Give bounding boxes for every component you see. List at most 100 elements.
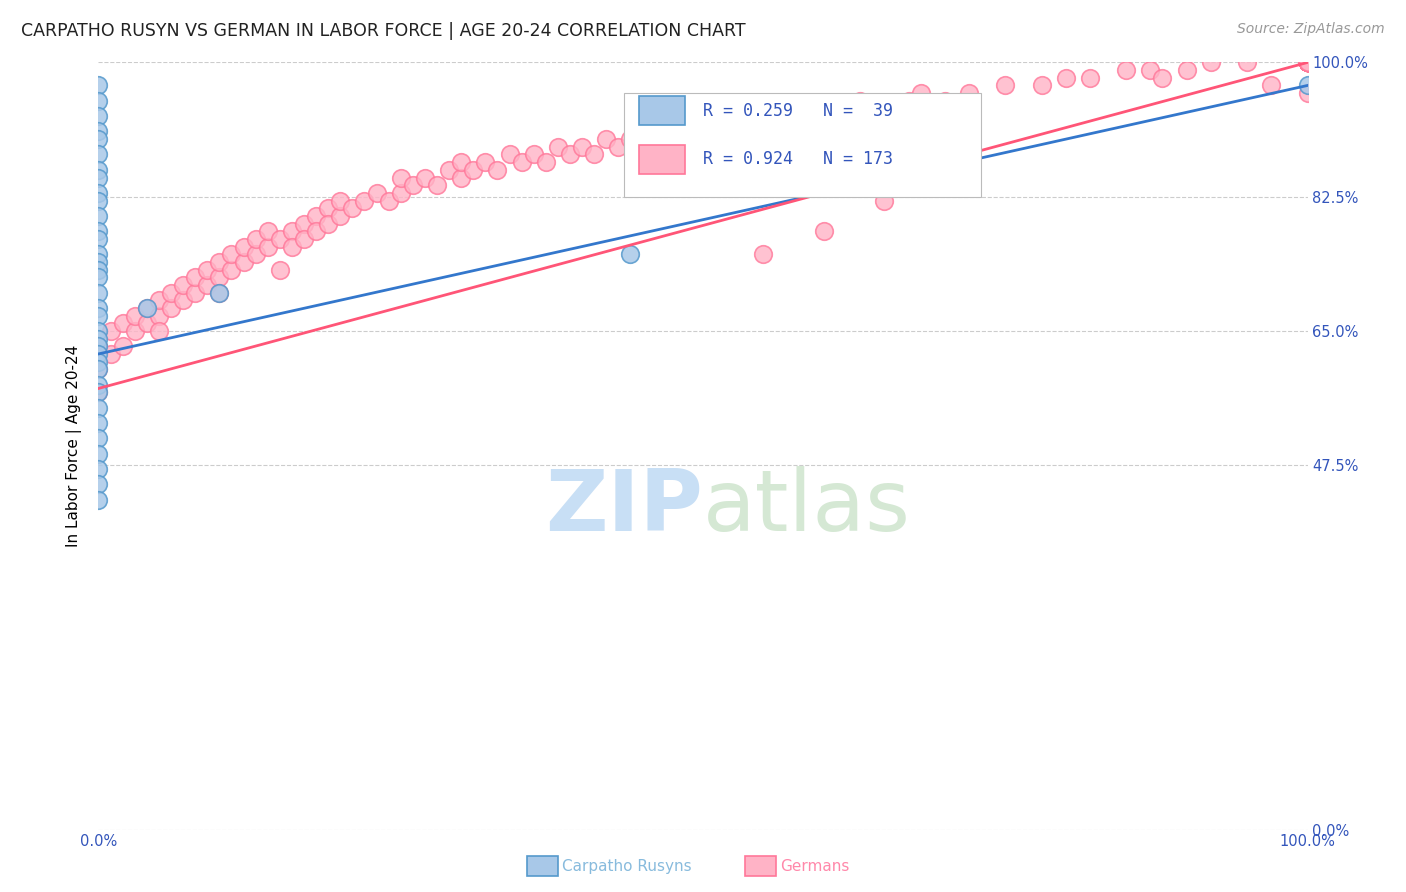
- Point: [1296, 55, 1319, 70]
- Point: [1296, 55, 1319, 70]
- Point: [849, 94, 872, 108]
- Point: [752, 117, 775, 131]
- Point: [655, 132, 678, 146]
- Point: [873, 102, 896, 116]
- Text: Source: ZipAtlas.com: Source: ZipAtlas.com: [1237, 22, 1385, 37]
- Point: [1296, 55, 1319, 70]
- Point: [87, 194, 110, 208]
- Point: [463, 162, 485, 177]
- Point: [292, 217, 315, 231]
- Point: [87, 462, 110, 476]
- Point: [208, 270, 231, 285]
- Point: [1260, 78, 1282, 93]
- Point: [172, 277, 194, 292]
- Point: [668, 124, 690, 138]
- Point: [510, 155, 533, 169]
- Point: [534, 155, 557, 169]
- Point: [1296, 55, 1319, 70]
- Point: [1296, 55, 1319, 70]
- Point: [208, 255, 231, 269]
- Point: [1296, 55, 1319, 70]
- FancyBboxPatch shape: [638, 145, 685, 174]
- Point: [571, 140, 593, 154]
- Point: [873, 194, 896, 208]
- Point: [87, 401, 110, 415]
- Point: [957, 86, 980, 100]
- Point: [1296, 55, 1319, 70]
- Point: [87, 170, 110, 185]
- Point: [1296, 55, 1319, 70]
- Point: [1199, 55, 1222, 70]
- Point: [813, 109, 835, 123]
- Point: [450, 170, 472, 185]
- Point: [208, 285, 231, 300]
- Point: [1296, 55, 1319, 70]
- Point: [269, 262, 291, 277]
- Point: [269, 232, 291, 246]
- Point: [1054, 70, 1077, 85]
- Point: [1296, 55, 1319, 70]
- Point: [87, 162, 110, 177]
- Point: [87, 354, 110, 368]
- Point: [1296, 55, 1319, 70]
- Point: [1296, 55, 1319, 70]
- Point: [100, 324, 122, 338]
- Point: [897, 94, 920, 108]
- Point: [87, 94, 110, 108]
- Point: [87, 147, 110, 161]
- Point: [837, 102, 859, 116]
- Point: [1296, 55, 1319, 70]
- Y-axis label: In Labor Force | Age 20-24: In Labor Force | Age 20-24: [66, 345, 83, 547]
- Point: [232, 255, 254, 269]
- Point: [498, 147, 520, 161]
- Point: [1296, 55, 1319, 70]
- Point: [316, 201, 339, 215]
- Text: R = 0.259   N =  39: R = 0.259 N = 39: [703, 102, 893, 120]
- Point: [256, 239, 278, 253]
- FancyBboxPatch shape: [624, 93, 981, 197]
- Point: [1296, 55, 1319, 70]
- Point: [1296, 55, 1319, 70]
- Point: [281, 239, 304, 253]
- Point: [474, 155, 496, 169]
- Point: [558, 147, 581, 161]
- Point: [1296, 55, 1319, 70]
- Point: [87, 124, 110, 138]
- Point: [87, 285, 110, 300]
- Point: [1296, 55, 1319, 70]
- Point: [1296, 55, 1319, 70]
- Point: [87, 270, 110, 285]
- Point: [160, 285, 183, 300]
- Point: [934, 178, 956, 193]
- Point: [1296, 55, 1319, 70]
- Point: [1296, 55, 1319, 70]
- Point: [87, 309, 110, 323]
- Point: [716, 117, 738, 131]
- Point: [1296, 55, 1319, 70]
- Point: [124, 324, 146, 338]
- Point: [87, 301, 110, 315]
- Point: [1296, 55, 1319, 70]
- Point: [245, 232, 267, 246]
- Point: [87, 339, 110, 353]
- Text: Carpatho Rusyns: Carpatho Rusyns: [562, 859, 692, 873]
- Point: [994, 78, 1017, 93]
- Point: [583, 147, 606, 161]
- Point: [486, 162, 509, 177]
- Point: [195, 277, 218, 292]
- Point: [450, 155, 472, 169]
- Point: [1296, 55, 1319, 70]
- Point: [1296, 55, 1319, 70]
- Point: [413, 170, 436, 185]
- Point: [728, 109, 751, 123]
- Point: [1296, 55, 1319, 70]
- Point: [910, 86, 932, 100]
- Point: [111, 316, 134, 330]
- Point: [1296, 55, 1319, 70]
- Point: [172, 293, 194, 308]
- Point: [377, 194, 399, 208]
- Point: [366, 186, 388, 200]
- Point: [329, 209, 352, 223]
- Point: [87, 431, 110, 445]
- Point: [221, 247, 243, 261]
